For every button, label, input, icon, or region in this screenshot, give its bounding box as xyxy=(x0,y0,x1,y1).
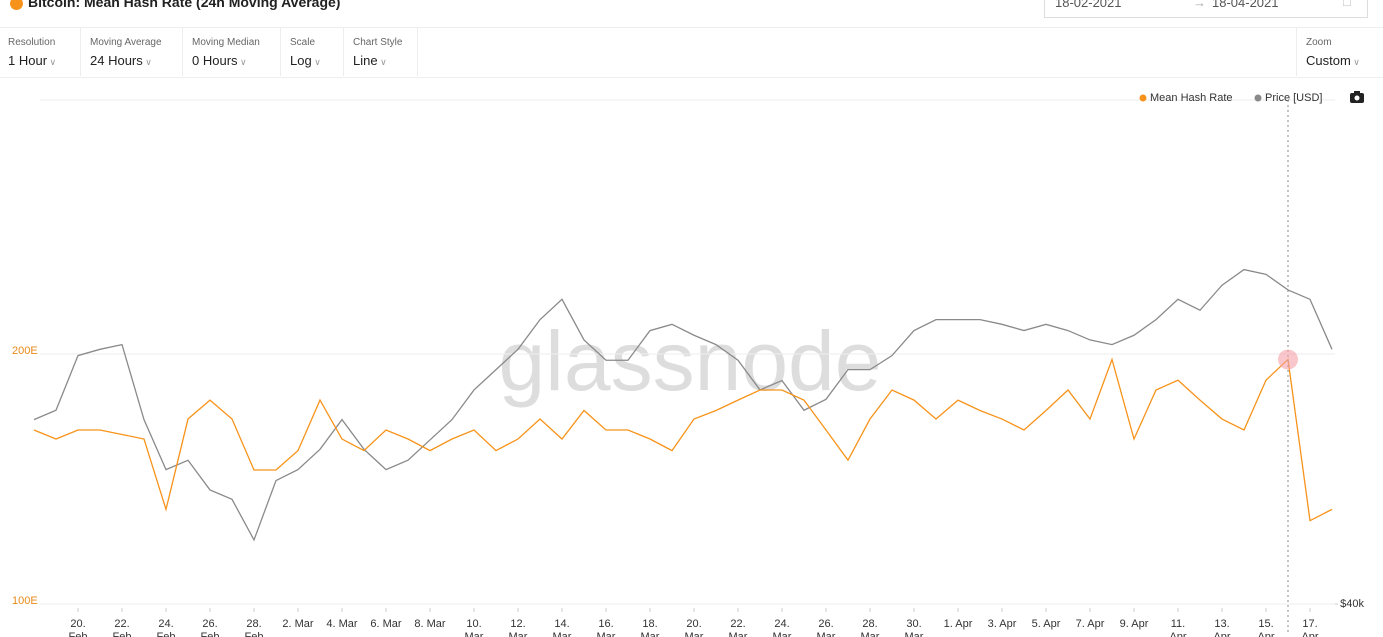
x-tick-label: 8. Mar xyxy=(414,618,446,630)
legend-dot xyxy=(1139,94,1147,102)
x-tick-label: 22. Feb xyxy=(113,618,132,637)
header-title: Bitcoin: Mean Hash Rate (24h Moving Aver… xyxy=(10,0,340,10)
control[interactable]: Scale Log xyxy=(290,37,321,68)
x-tick-label: 14. Mar xyxy=(553,618,572,637)
x-tick-label: 11. Apr xyxy=(1169,618,1186,637)
control[interactable]: Moving Average 24 Hours xyxy=(90,37,162,68)
control-label: Chart Style xyxy=(353,37,403,48)
x-tick-label: 26. Feb xyxy=(201,618,220,637)
x-tick-label: 15. Apr xyxy=(1257,618,1274,637)
x-tick-label: 2. Mar xyxy=(282,618,314,630)
x-tick-label: 26. Mar xyxy=(817,618,836,637)
legend-dot xyxy=(1254,94,1262,102)
control-value[interactable]: Line xyxy=(353,53,402,68)
x-tick-label: 5. Apr xyxy=(1032,618,1061,630)
control[interactable]: Moving Median 0 Hours xyxy=(192,37,260,68)
legend-label: Price [USD] xyxy=(1265,92,1322,104)
control-label: Moving Median xyxy=(192,37,260,48)
arrow: → xyxy=(1193,0,1206,10)
coin-icon xyxy=(10,0,23,10)
x-tick-label: 9. Apr xyxy=(1120,618,1149,630)
divider xyxy=(0,77,1383,78)
hover-point xyxy=(1278,349,1298,370)
calendar-icon[interactable]: □ xyxy=(1343,0,1351,9)
x-tick-label: 4. Mar xyxy=(326,618,358,630)
x-tick-label: 1. Apr xyxy=(944,618,973,630)
x-tick-label: 13. Apr xyxy=(1213,618,1230,637)
control-value[interactable]: 24 Hours xyxy=(90,53,162,68)
y2-tick-label: $40k xyxy=(1340,598,1364,610)
date-from[interactable]: 18-02-2021 xyxy=(1055,0,1122,10)
control-label: Scale xyxy=(290,37,316,48)
x-tick-label: 20. Feb xyxy=(69,618,88,637)
zoom-control[interactable]: Zoom Custom xyxy=(1306,37,1360,68)
x-tick-label: 7. Apr xyxy=(1076,618,1105,630)
x-tick-label: 18. Mar xyxy=(641,618,660,637)
x-tick-label: 3. Apr xyxy=(988,618,1017,630)
date-to[interactable]: 18-04-2021 xyxy=(1212,0,1279,10)
x-tick-label: 12. Mar xyxy=(509,618,528,637)
x-tick-label: 10. Mar xyxy=(465,618,484,637)
series-line xyxy=(33,268,1333,542)
legend-label: Mean Hash Rate xyxy=(1150,92,1233,104)
control-label: Resolution xyxy=(8,37,56,48)
x-tick-label: 28. Feb xyxy=(245,618,264,637)
x-tick-label: 24. Feb xyxy=(157,618,176,637)
watermark: glassnode xyxy=(499,314,882,408)
x-tick-label: 24. Mar xyxy=(773,618,792,637)
x-tick-label: 22. Mar xyxy=(729,618,748,637)
y-tick-label: 200E xyxy=(12,345,38,357)
control-value[interactable]: 1 Hour xyxy=(8,53,56,68)
divider xyxy=(0,27,1383,28)
title-text: Bitcoin: Mean Hash Rate (24h Moving Aver… xyxy=(28,0,341,10)
control[interactable]: Chart Style Line xyxy=(353,37,402,68)
control-value[interactable]: Log xyxy=(290,53,321,68)
separator xyxy=(80,28,81,76)
x-tick-label: 20. Mar xyxy=(685,618,704,637)
separator xyxy=(343,28,344,76)
control-label: Moving Average xyxy=(90,37,162,48)
legend: Mean Hash Rate Price [USD] xyxy=(1139,92,1322,104)
separator xyxy=(182,28,183,76)
x-tick-label: 30. Mar xyxy=(905,618,924,637)
y-tick-label: 100E xyxy=(12,595,38,607)
series-line xyxy=(33,357,1333,522)
control-value[interactable]: Custom xyxy=(1306,53,1360,68)
separator xyxy=(280,28,281,76)
control-value[interactable]: 0 Hours xyxy=(192,53,260,68)
control[interactable]: Resolution 1 Hour xyxy=(8,37,56,68)
camera-icon[interactable] xyxy=(1350,91,1364,103)
date-range[interactable]: 18-02-2021 → 18-04-2021 □ xyxy=(1044,0,1368,18)
x-tick-label: 28. Mar xyxy=(861,618,880,637)
x-tick-label: 16. Mar xyxy=(597,618,616,637)
x-tick-label: 6. Mar xyxy=(370,618,402,630)
control-label: Zoom xyxy=(1306,37,1332,48)
separator xyxy=(417,28,418,76)
separator xyxy=(1296,28,1297,76)
x-tick-label: 17. Apr xyxy=(1301,618,1318,637)
